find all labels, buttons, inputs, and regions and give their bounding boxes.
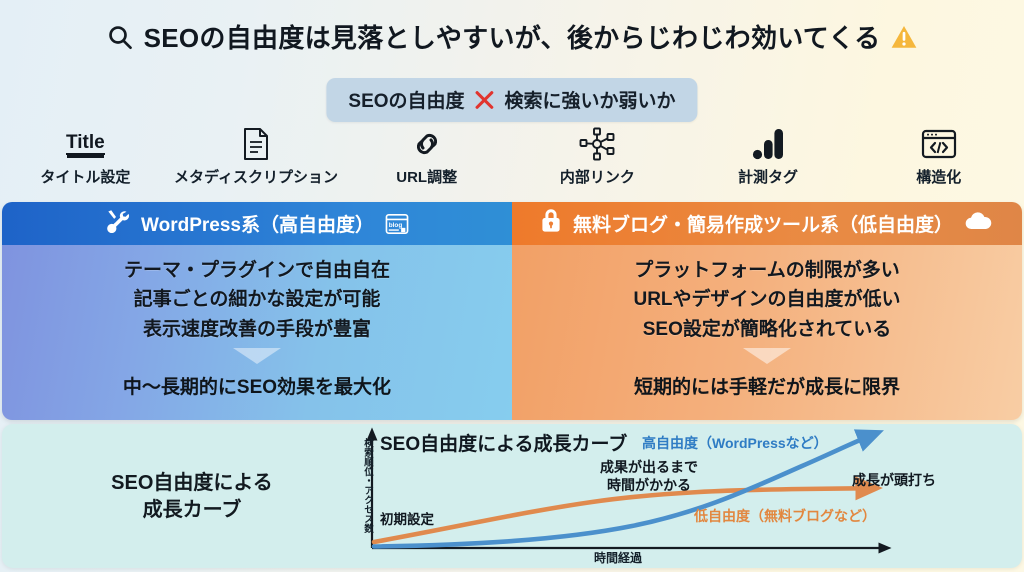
svg-text:blog: blog	[389, 221, 403, 228]
column-header-freeblog: 無料ブログ・簡易作成ツール系（低自由度）	[512, 202, 1022, 245]
page-title-row: SEOの自由度は見落としやすいが、後からじわじわ効いてくる	[0, 18, 1024, 55]
title-word-glyph: Title	[65, 132, 105, 156]
chart-title: SEO自由度による成長カーブ	[380, 434, 628, 455]
bullet-item: URLやデザインの自由度が低い	[633, 289, 901, 311]
panel-side-label: SEO自由度による 成長カーブ	[62, 470, 322, 524]
icon-cell-structured-data: 構造化	[853, 126, 1024, 187]
bullet-item: テーマ・プラグインで自由自在	[123, 260, 390, 281]
annotation-takes-time-line-1: 成果が出るまで	[600, 459, 698, 475]
lock-icon	[540, 208, 562, 239]
column-conclusion: 短期的には手軽だが成長に限界	[633, 377, 900, 399]
side-label-line-1: SEO自由度による	[111, 472, 273, 494]
search-icon	[106, 23, 134, 51]
title-text-icon: Title	[65, 126, 105, 162]
seo-element-icon-strip: Title タイトル設定 メタディスクリプション	[0, 126, 1024, 192]
icon-label: 構造化	[916, 169, 962, 186]
subtitle-badge: SEOの自由度 検索に強いか弱いか	[326, 78, 698, 122]
down-triangle-icon	[229, 346, 285, 371]
bullet-item: プラットフォームの制限が多い	[634, 260, 900, 281]
column-header-label: 無料ブログ・簡易作成ツール系（低自由度）	[572, 215, 953, 236]
growth-curve-chart: 検索順位・アクセス数 時間経過 SEO自由度による成長カーブ 初期設定 高自由度…	[332, 424, 1022, 568]
blog-window-icon: blog	[385, 213, 409, 235]
column-header-wordpress: WordPress系（高自由度） blog	[2, 202, 512, 245]
column-body-freeblog: プラットフォームの制限が多い URLやデザインの自由度が低い SEO設定が簡略化…	[512, 245, 1022, 420]
icon-label: 計測タグ	[738, 169, 799, 186]
chart-y-axis-label: 検索順位・アクセス数	[362, 438, 373, 533]
bullet-item: 表示速度改善の手段が豊富	[142, 318, 371, 340]
icon-label: 内部リンク	[559, 169, 635, 186]
legend-high-freedom: 高自由度（WordPressなど）	[642, 435, 828, 451]
cloud-icon	[964, 211, 994, 237]
page-title: SEOの自由度は見落としやすいが、後からじわじわ効いてくる	[143, 23, 881, 53]
network-nodes-icon	[579, 126, 615, 162]
icon-cell-internal-link: 内部リンク	[512, 126, 683, 187]
badge-left-text: SEOの自由度	[348, 91, 465, 112]
red-cross-icon	[474, 89, 496, 111]
icon-label: メタディスクリプション	[174, 169, 338, 186]
growth-curve-panel: SEO自由度による 成長カーブ	[2, 424, 1022, 568]
comparison-column-freeblog: 無料ブログ・簡易作成ツール系（低自由度） プラットフォームの制限が多い URLや…	[512, 202, 1022, 420]
code-window-icon	[921, 126, 957, 162]
comparison-band: WordPress系（高自由度） blog テーマ・プラグインで自由自在 記事ご…	[2, 202, 1022, 420]
series-high-freedom	[371, 429, 884, 549]
comparison-column-wordpress: WordPress系（高自由度） blog テーマ・プラグインで自由自在 記事ご…	[2, 202, 512, 420]
legend-low-freedom: 低自由度（無料ブログなど）	[694, 508, 876, 524]
tools-icon	[105, 208, 130, 239]
document-icon	[240, 126, 272, 162]
side-label-line-2: 成長カーブ	[142, 499, 242, 521]
warning-icon	[890, 23, 918, 51]
series-low-freedom	[371, 476, 883, 545]
bullet-item: 記事ごとの細かな設定が可能	[133, 289, 381, 311]
icon-label: URL調整	[396, 169, 458, 186]
annotation-initial-setup: 初期設定	[380, 512, 434, 527]
icon-cell-measurement-tag: 計測タグ	[683, 126, 854, 187]
icon-cell-url-adjust: URL調整	[341, 126, 512, 187]
bar-chart-icon	[752, 126, 784, 162]
annotation-growth-plateau: 成長が頭打ち	[852, 472, 936, 488]
chart-canvas	[366, 427, 892, 554]
annotation-takes-time: 成果が出るまで 時間がかかる	[600, 459, 698, 494]
column-conclusion: 中〜長期的にSEO効果を最大化	[122, 377, 392, 399]
icon-label: タイトル設定	[40, 169, 131, 186]
link-chain-icon	[410, 126, 444, 162]
annotation-takes-time-line-2: 時間がかかる	[607, 476, 691, 493]
icon-cell-meta-description: メタディスクリプション	[171, 126, 342, 187]
column-header-label: WordPress系（高自由度）	[141, 215, 374, 236]
icon-cell-title-setting: Title タイトル設定	[0, 126, 171, 187]
badge-right-text: 検索に強いか弱いか	[504, 91, 676, 112]
bullet-item: SEO設定が簡略化されている	[642, 318, 892, 340]
column-body-wordpress: テーマ・プラグインで自由自在 記事ごとの細かな設定が可能 表示速度改善の手段が豊…	[2, 245, 512, 420]
down-triangle-icon	[739, 346, 795, 371]
chart-x-axis-label: 時間経過	[594, 551, 643, 565]
